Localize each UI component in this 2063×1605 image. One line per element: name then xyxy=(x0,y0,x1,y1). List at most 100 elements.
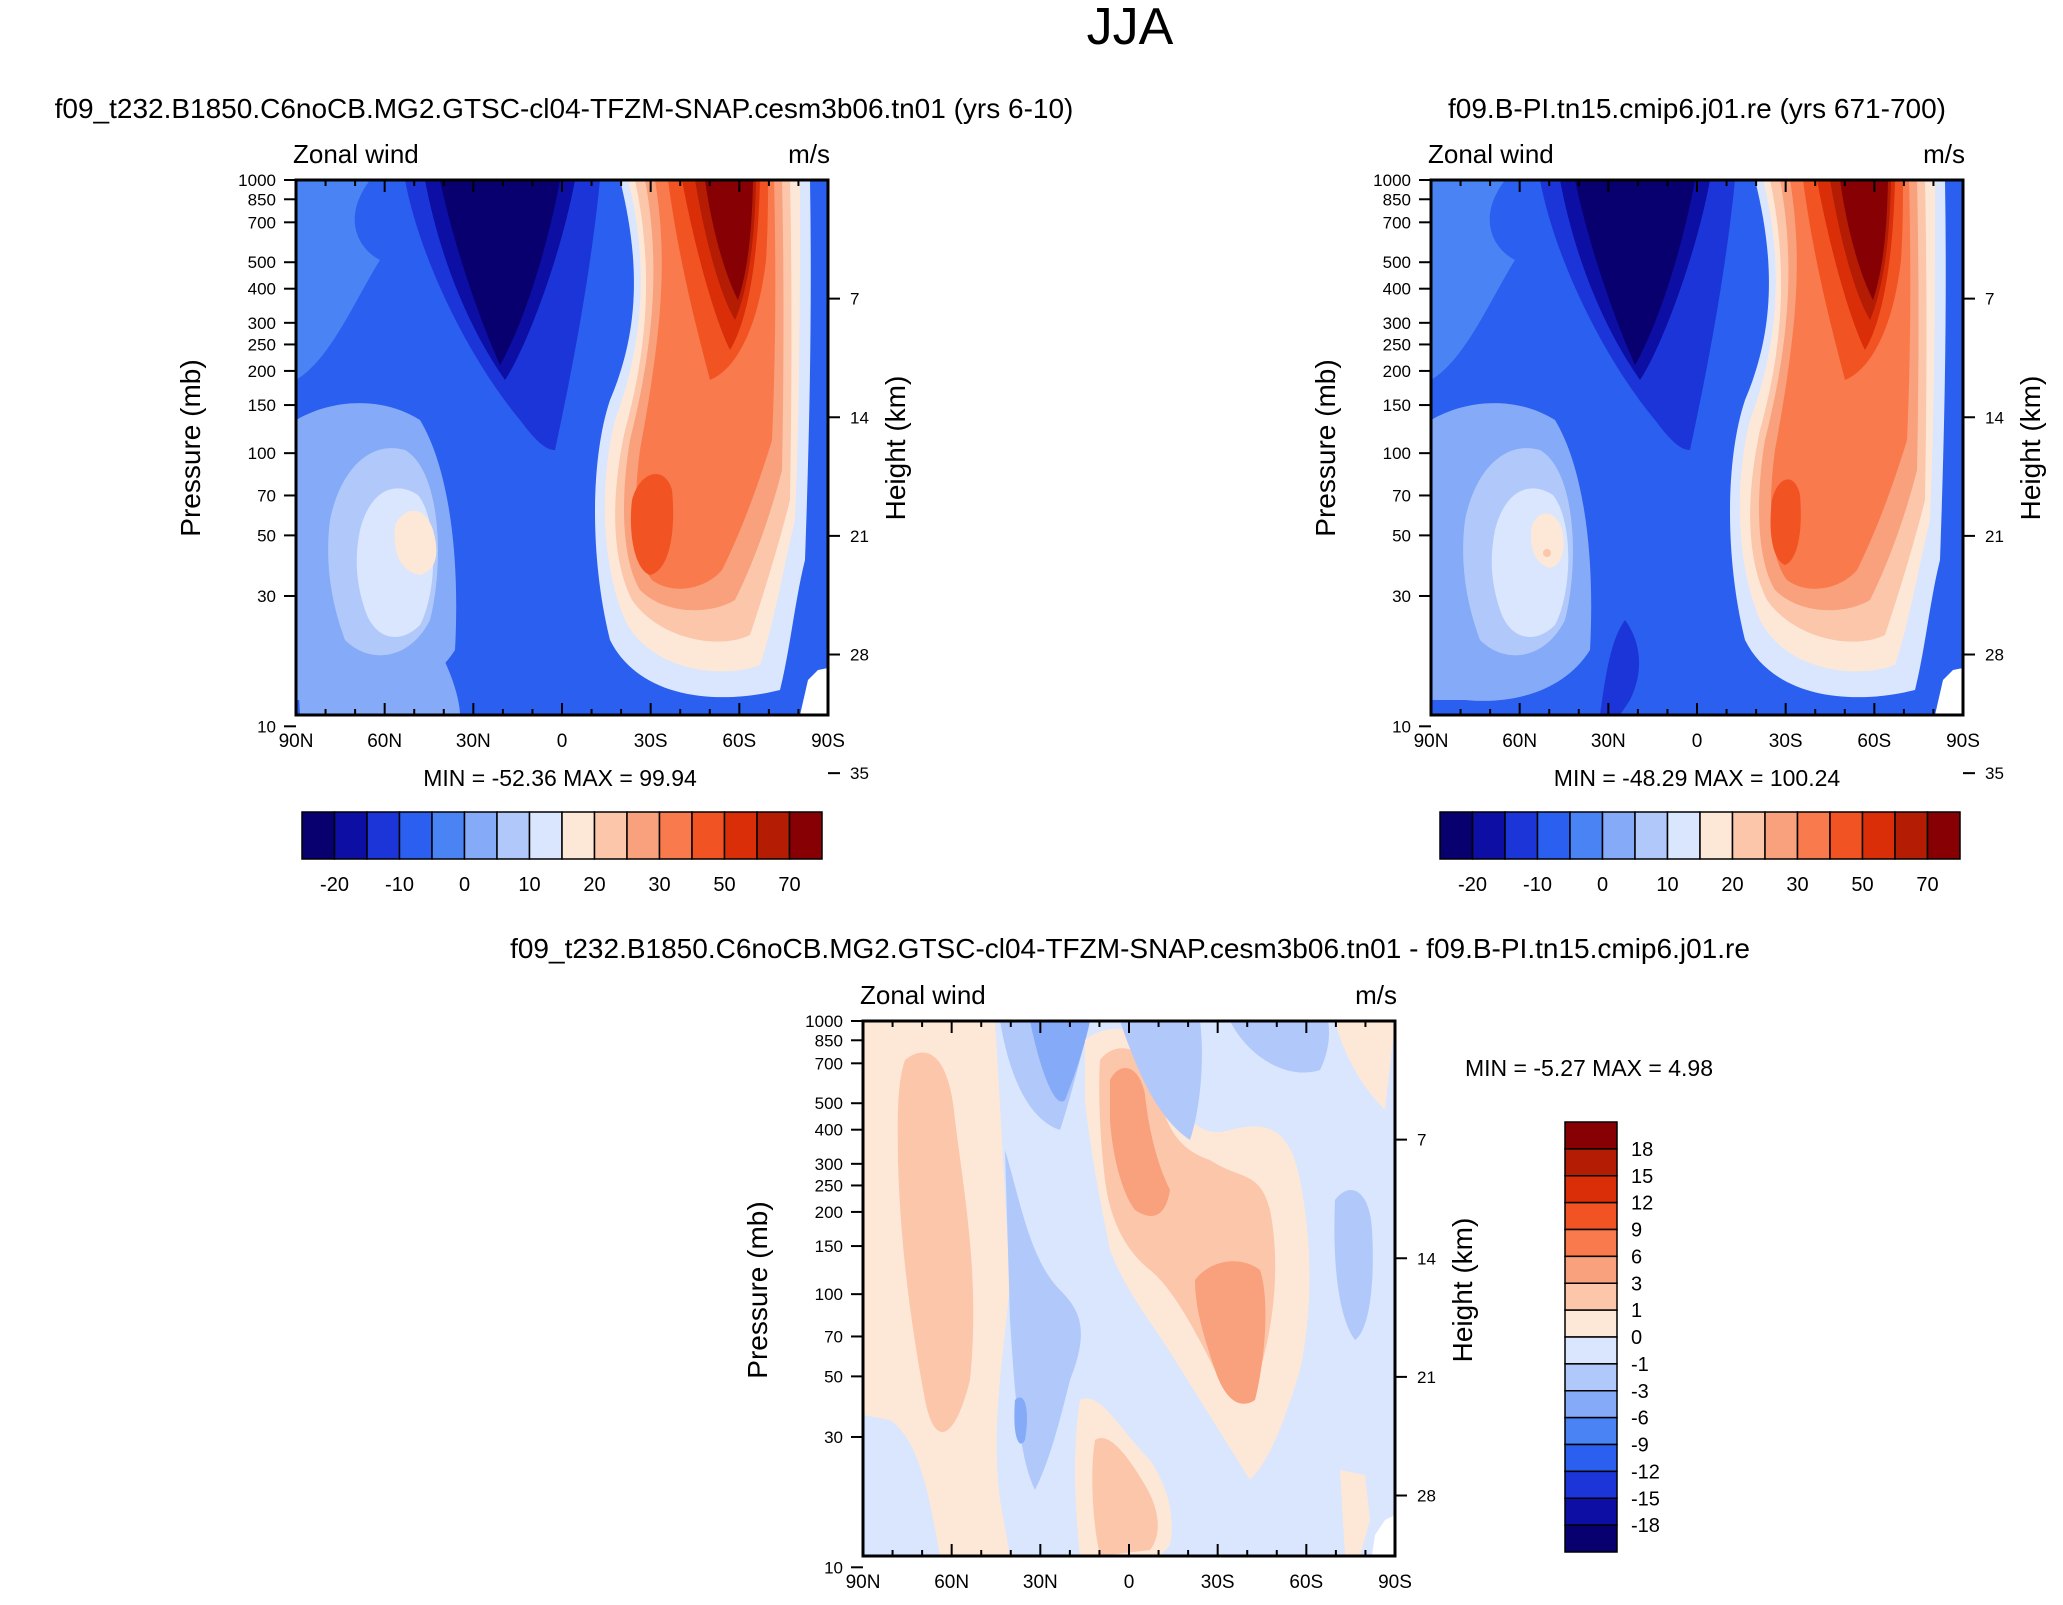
panel-diff-ylabel-right: Height (km) xyxy=(1447,1218,1478,1363)
y-tick-label: 500 xyxy=(815,1094,843,1113)
colorbar-label: 6 xyxy=(1631,1246,1642,1268)
y-tick-label: 850 xyxy=(1383,190,1411,209)
y-tick-label: 50 xyxy=(824,1367,843,1386)
y-tick-label: 10 xyxy=(257,717,276,736)
height-tick-label: 21 xyxy=(1985,527,2004,546)
x-tick-label: 60S xyxy=(1857,731,1891,752)
colorbar-box xyxy=(1504,811,1539,860)
height-tick-label: 28 xyxy=(1985,646,2004,665)
y-tick-label: 30 xyxy=(1392,587,1411,606)
colorbar-box xyxy=(1564,1336,1618,1365)
x-tick-label: 0 xyxy=(557,731,568,752)
panel-2-x-axis: 90N 60N 30N 0 30S 60S 90S xyxy=(1414,180,1980,752)
panel-diff-ylabel: Pressure (mb) xyxy=(742,1201,773,1378)
x-tick-label: 30S xyxy=(1201,1572,1235,1593)
y-tick-label: 300 xyxy=(248,314,276,333)
y-tick-label: 500 xyxy=(1383,253,1411,272)
colorbar-box xyxy=(1634,811,1669,860)
y-tick-label: 850 xyxy=(815,1031,843,1050)
y-tick-label: 700 xyxy=(248,213,276,232)
colorbar-box xyxy=(431,811,466,860)
colorbar-box xyxy=(1564,1201,1618,1231)
colorbar-label: 15 xyxy=(1631,1166,1653,1188)
x-tick-label: 60N xyxy=(934,1572,969,1593)
height-tick-label: 7 xyxy=(1985,290,1994,309)
colorbar-box xyxy=(691,811,726,860)
panel-2-stats: MIN = -48.29 MAX = 100.24 xyxy=(1554,765,1841,791)
height-tick-label: 21 xyxy=(850,527,869,546)
colorbar-label: 12 xyxy=(1631,1193,1653,1215)
colorbar-label: -20 xyxy=(1458,874,1487,896)
panel-diff-contour-field xyxy=(863,1021,1395,1556)
colorbar-box xyxy=(1564,1390,1618,1419)
panel-1-units: m/s xyxy=(788,139,830,169)
colorbar-box xyxy=(658,811,693,860)
colorbar-box xyxy=(1601,811,1636,860)
panel-2-units: m/s xyxy=(1923,139,1965,169)
y-tick-label: 300 xyxy=(815,1155,843,1174)
y-tick-label: 100 xyxy=(815,1285,843,1304)
colorbar-box xyxy=(528,811,563,860)
colorbar-label: 20 xyxy=(583,874,605,896)
y-tick-label: 200 xyxy=(248,362,276,381)
y-tick-label: 700 xyxy=(1383,213,1411,232)
height-tick-label: 28 xyxy=(1417,1487,1436,1506)
y-tick-label: 1000 xyxy=(238,171,276,190)
colorbar-box xyxy=(1569,811,1604,860)
height-tick-label: 35 xyxy=(1985,764,2004,783)
colorbar-label: 70 xyxy=(778,874,800,896)
y-tick-label: 70 xyxy=(257,486,276,505)
height-tick-label: 7 xyxy=(1417,1131,1426,1150)
colorbar-label: -12 xyxy=(1631,1461,1660,1483)
height-tick-label: 35 xyxy=(850,764,869,783)
y-tick-label: 850 xyxy=(248,190,276,209)
y-tick-label: 100 xyxy=(1383,444,1411,463)
colorbar-label: 3 xyxy=(1631,1273,1642,1295)
colorbar-box xyxy=(366,811,401,860)
panel-2-ylabel: Pressure (mb) xyxy=(1310,359,1341,536)
y-tick-label: 50 xyxy=(1392,526,1411,545)
panel-diff-left-label: Zonal wind xyxy=(860,980,986,1010)
height-tick-label: 14 xyxy=(850,408,869,427)
y-tick-label: 30 xyxy=(257,587,276,606)
y-tick-label: 400 xyxy=(815,1121,843,1140)
y-tick-label: 150 xyxy=(1383,396,1411,415)
colorbar-box xyxy=(723,811,758,860)
colorbar-label: -1 xyxy=(1631,1354,1649,1376)
panel-2-colorbar: -20 -10 0 10 20 30 50 70 xyxy=(1439,811,1961,896)
panel-diff-title: f09_t232.B1850.C6noCB.MG2.GTSC-cl04-TFZM… xyxy=(510,933,1750,964)
colorbar-box xyxy=(1699,811,1734,860)
y-tick-label: 150 xyxy=(248,396,276,415)
panel-diff-colorbar: 18 15 12 9 6 3 1 0 -1 -3 -6 -9 -12 -15 -18 xyxy=(1564,1121,1660,1553)
panel-2: f09.B-PI.tn15.cmip6.j01.re (yrs 671-700)… xyxy=(1310,93,2046,896)
colorbar-label: 18 xyxy=(1631,1139,1653,1161)
colorbar-box xyxy=(1564,1175,1618,1204)
colorbar-box xyxy=(1894,811,1929,860)
colorbar-box xyxy=(496,811,531,860)
panel-2-ylabel-right: Height (km) xyxy=(2015,376,2046,521)
panel-2-left-label: Zonal wind xyxy=(1428,139,1554,169)
colorbar-box xyxy=(1796,811,1831,860)
colorbar-box xyxy=(1471,811,1506,860)
colorbar-label: -10 xyxy=(385,874,414,896)
colorbar-label: 0 xyxy=(459,874,470,896)
colorbar-box xyxy=(1666,811,1701,860)
colorbar-label: 30 xyxy=(1786,874,1808,896)
panel-1-contour-field xyxy=(296,180,828,715)
colorbar-label: -3 xyxy=(1631,1381,1649,1403)
colorbar-box xyxy=(1926,811,1961,860)
colorbar-label: 20 xyxy=(1721,874,1743,896)
colorbar-box xyxy=(788,811,823,860)
colorbar-box xyxy=(301,811,336,860)
colorbar-box xyxy=(1764,811,1799,860)
panel-2-contour-field xyxy=(1431,180,1963,715)
colorbar-box xyxy=(1564,1363,1618,1392)
colorbar-label: -15 xyxy=(1631,1488,1660,1510)
colorbar-box xyxy=(1564,1497,1618,1526)
y-tick-label: 70 xyxy=(1392,486,1411,505)
colorbar-label: -20 xyxy=(320,874,349,896)
panel-diff-units: m/s xyxy=(1355,980,1397,1010)
panel-1-height-axis: 35 28 21 14 7 xyxy=(828,290,869,783)
x-tick-label: 90S xyxy=(811,731,845,752)
